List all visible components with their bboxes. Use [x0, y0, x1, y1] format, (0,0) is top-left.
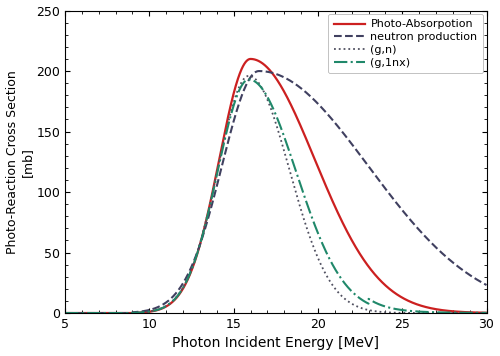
(g,1nx)	[62, 311, 68, 315]
(g,n)	[242, 75, 248, 80]
(g,1nx)	[484, 311, 490, 315]
neutron production	[135, 310, 141, 314]
Legend: Photo-Absorpotion, neutron production, (g,n), (g,1nx): Photo-Absorpotion, neutron production, (…	[328, 14, 483, 73]
Line: (g,1nx): (g,1nx)	[65, 79, 486, 313]
Y-axis label: Photo-Reaction Cross Section
[mb]: Photo-Reaction Cross Section [mb]	[6, 70, 34, 254]
neutron production	[242, 85, 248, 90]
Photo-Absorpotion	[110, 311, 116, 315]
Photo-Absorpotion	[484, 310, 490, 315]
neutron production	[224, 145, 230, 150]
Photo-Absorpotion	[62, 311, 68, 315]
(g,n)	[246, 74, 252, 78]
(g,1nx)	[224, 129, 230, 134]
Photo-Absorpotion	[224, 121, 230, 125]
X-axis label: Photon Incident Energy [MeV]: Photon Incident Energy [MeV]	[172, 336, 380, 350]
neutron production	[110, 311, 116, 315]
Line: Photo-Absorpotion: Photo-Absorpotion	[65, 59, 486, 313]
(g,n)	[62, 311, 68, 315]
(g,n)	[110, 311, 116, 315]
Photo-Absorpotion	[135, 310, 141, 315]
(g,1nx)	[430, 310, 436, 314]
Line: neutron production: neutron production	[65, 71, 486, 313]
(g,1nx)	[242, 79, 248, 83]
Photo-Absorpotion	[248, 57, 254, 61]
(g,n)	[224, 127, 230, 131]
neutron production	[430, 242, 436, 247]
Photo-Absorpotion	[242, 61, 248, 65]
(g,1nx)	[135, 310, 141, 315]
neutron production	[484, 283, 490, 287]
(g,n)	[430, 311, 436, 315]
(g,1nx)	[246, 77, 252, 82]
neutron production	[256, 69, 262, 73]
Photo-Absorpotion	[430, 307, 436, 311]
(g,1nx)	[110, 311, 116, 315]
(g,n)	[484, 311, 490, 315]
neutron production	[476, 278, 482, 283]
(g,n)	[135, 310, 141, 315]
Photo-Absorpotion	[476, 310, 482, 315]
Line: (g,n): (g,n)	[65, 76, 486, 313]
(g,n)	[476, 311, 482, 315]
(g,1nx)	[476, 311, 482, 315]
neutron production	[62, 311, 68, 315]
